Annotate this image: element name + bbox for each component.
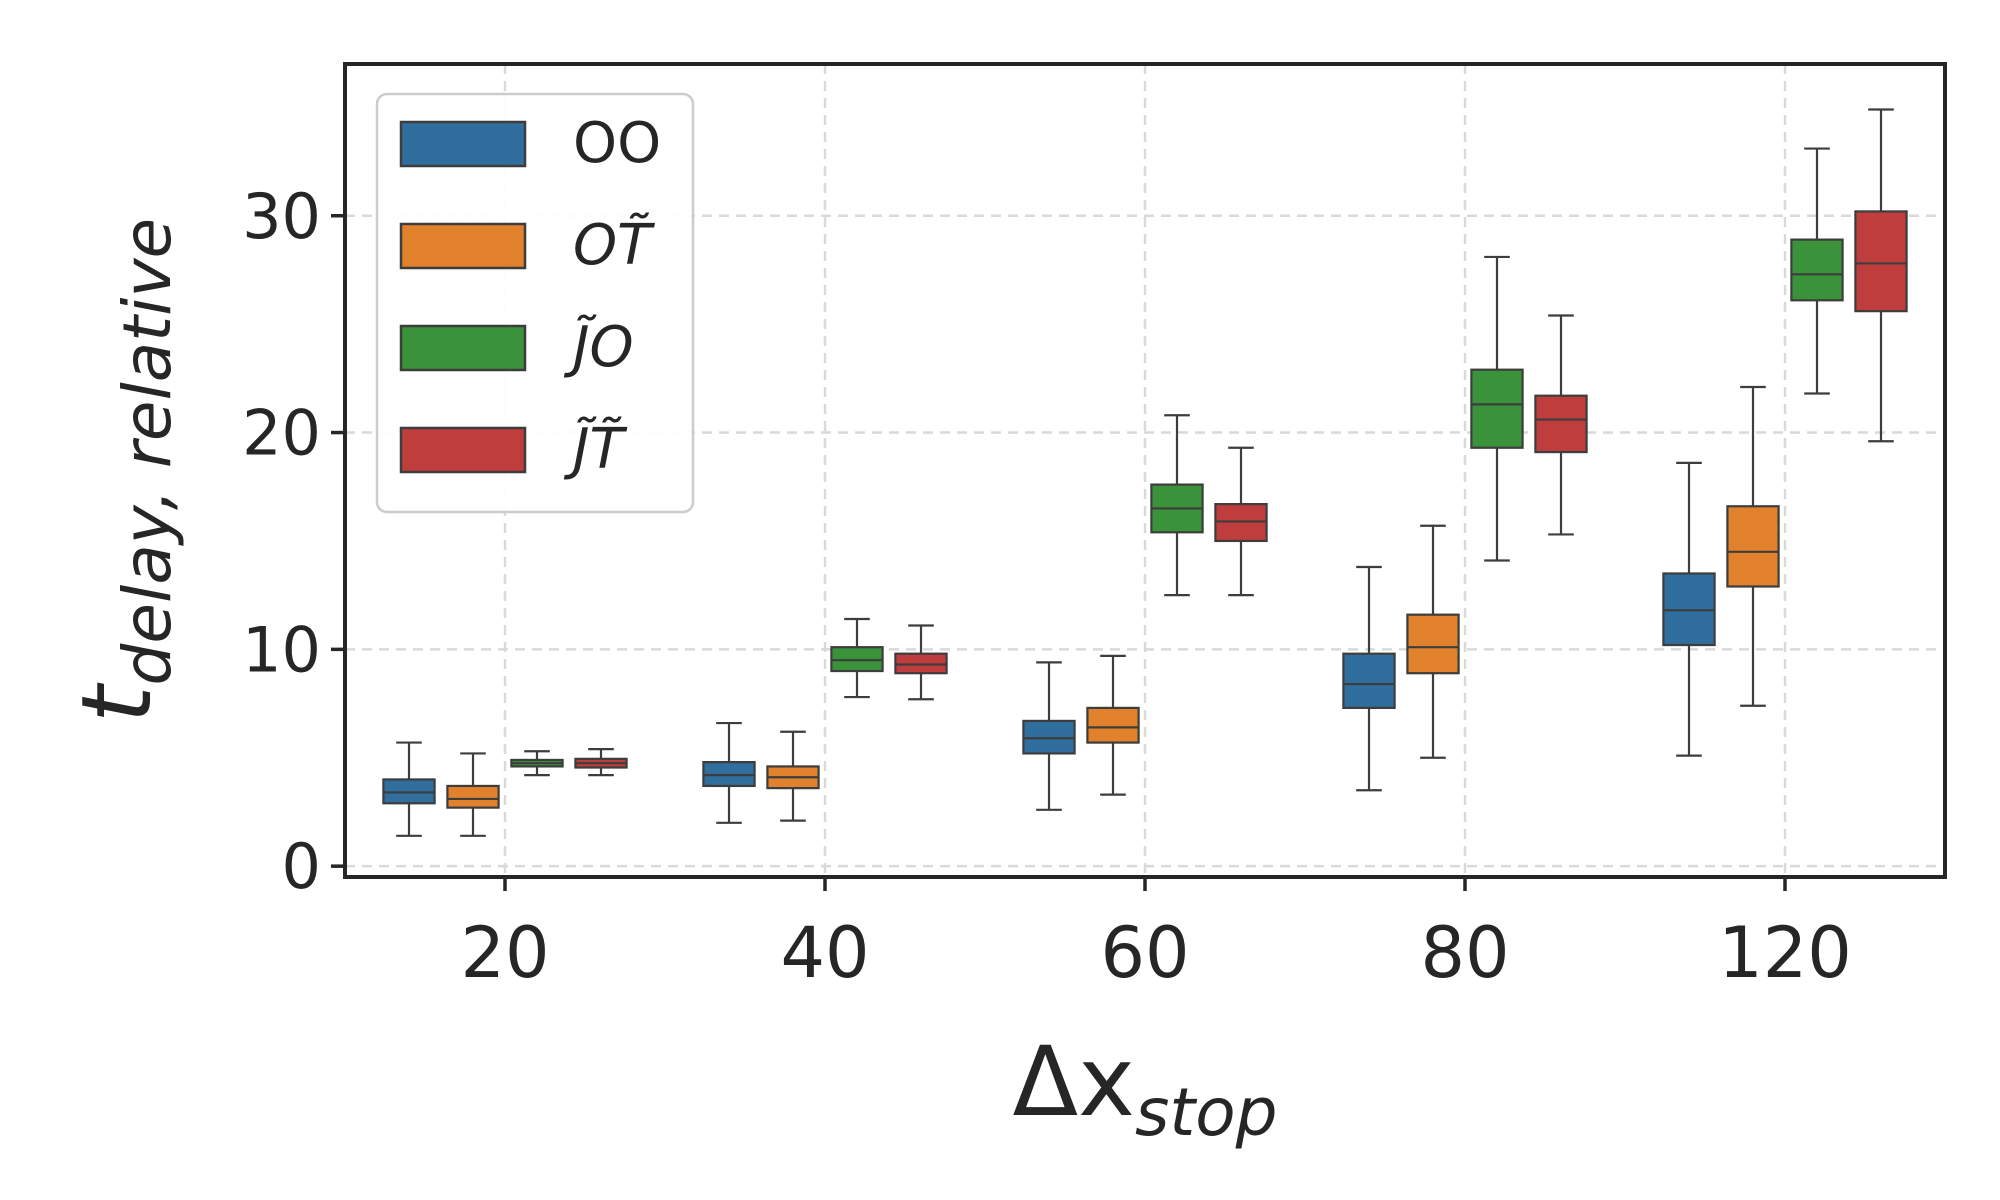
- x-tick-label: 40: [780, 912, 869, 994]
- box-iqr: [446, 784, 500, 809]
- y-tick-label: 20: [242, 397, 321, 470]
- box-iqr: [1406, 613, 1460, 675]
- x-tick-label: 60: [1100, 912, 1189, 994]
- x-tick-label: 20: [460, 912, 549, 994]
- boxes-layer: [382, 108, 1908, 837]
- box-J̃T̃-40: [894, 624, 948, 701]
- legend-label: OO: [573, 111, 661, 176]
- x-tick-label: 120: [1718, 912, 1852, 994]
- y-tick-label: 30: [242, 180, 321, 253]
- y-axis-title: tdelay, relative: [61, 218, 186, 723]
- box-iqr: [1790, 238, 1844, 302]
- box-OO-40: [702, 721, 756, 824]
- box-J̃T̃-80: [1534, 314, 1588, 536]
- legend-swatch: [399, 222, 527, 270]
- axes-layer: 0 10 20 30 20 40 60 80 120: [242, 180, 1852, 994]
- box-iqr: [1086, 706, 1140, 744]
- box-J̃O-60: [1150, 414, 1204, 597]
- box-J̃T̃-20: [574, 747, 628, 777]
- legend: OO OT̃ J̃O J̃T̃: [375, 92, 695, 514]
- grid-layer: [345, 64, 1945, 877]
- box-J̃O-120: [1790, 147, 1844, 395]
- box-OO-80: [1342, 565, 1396, 792]
- box-J̃T̃-60: [1214, 446, 1268, 597]
- box-iqr: [1726, 505, 1780, 588]
- box-J̃O-20: [510, 750, 564, 777]
- box-J̃O-80: [1470, 255, 1524, 562]
- box-OT̃-20: [446, 752, 500, 837]
- y-axis-title-subscript: delay, relative: [109, 218, 186, 686]
- y-axis-title-main: t: [61, 682, 173, 723]
- legend-frame: [375, 92, 695, 514]
- box-OO-60: [1022, 661, 1076, 811]
- box-OT̃-120: [1726, 385, 1780, 707]
- legend-swatch: [399, 324, 527, 372]
- box-iqr: [1342, 652, 1396, 709]
- legend-label: OT̃: [573, 213, 655, 278]
- box-OO-20: [382, 741, 436, 837]
- box-iqr: [1854, 210, 1908, 313]
- y-tick-label: 0: [282, 830, 321, 903]
- x-axis-title: Δxstop: [1012, 1026, 1277, 1151]
- box-OT̃-80: [1406, 524, 1460, 759]
- y-tick-label: 10: [242, 613, 321, 686]
- box-OO-120: [1662, 461, 1716, 757]
- legend-swatch: [399, 426, 527, 474]
- box-iqr: [1534, 394, 1588, 454]
- box-OT̃-60: [1086, 654, 1140, 796]
- legend-label: J̃O: [563, 315, 634, 380]
- box-J̃T̃-120: [1854, 108, 1908, 443]
- box-OT̃-40: [766, 730, 820, 822]
- x-axis-title-main: Δx: [1012, 1026, 1134, 1138]
- legend-swatch: [399, 120, 527, 168]
- box-iqr: [1470, 368, 1524, 449]
- x-tick-label: 80: [1420, 912, 1509, 994]
- legend-label: J̃T̃: [563, 417, 628, 482]
- x-axis-title-subscript: stop: [1135, 1074, 1278, 1151]
- box-J̃O-40: [830, 617, 884, 699]
